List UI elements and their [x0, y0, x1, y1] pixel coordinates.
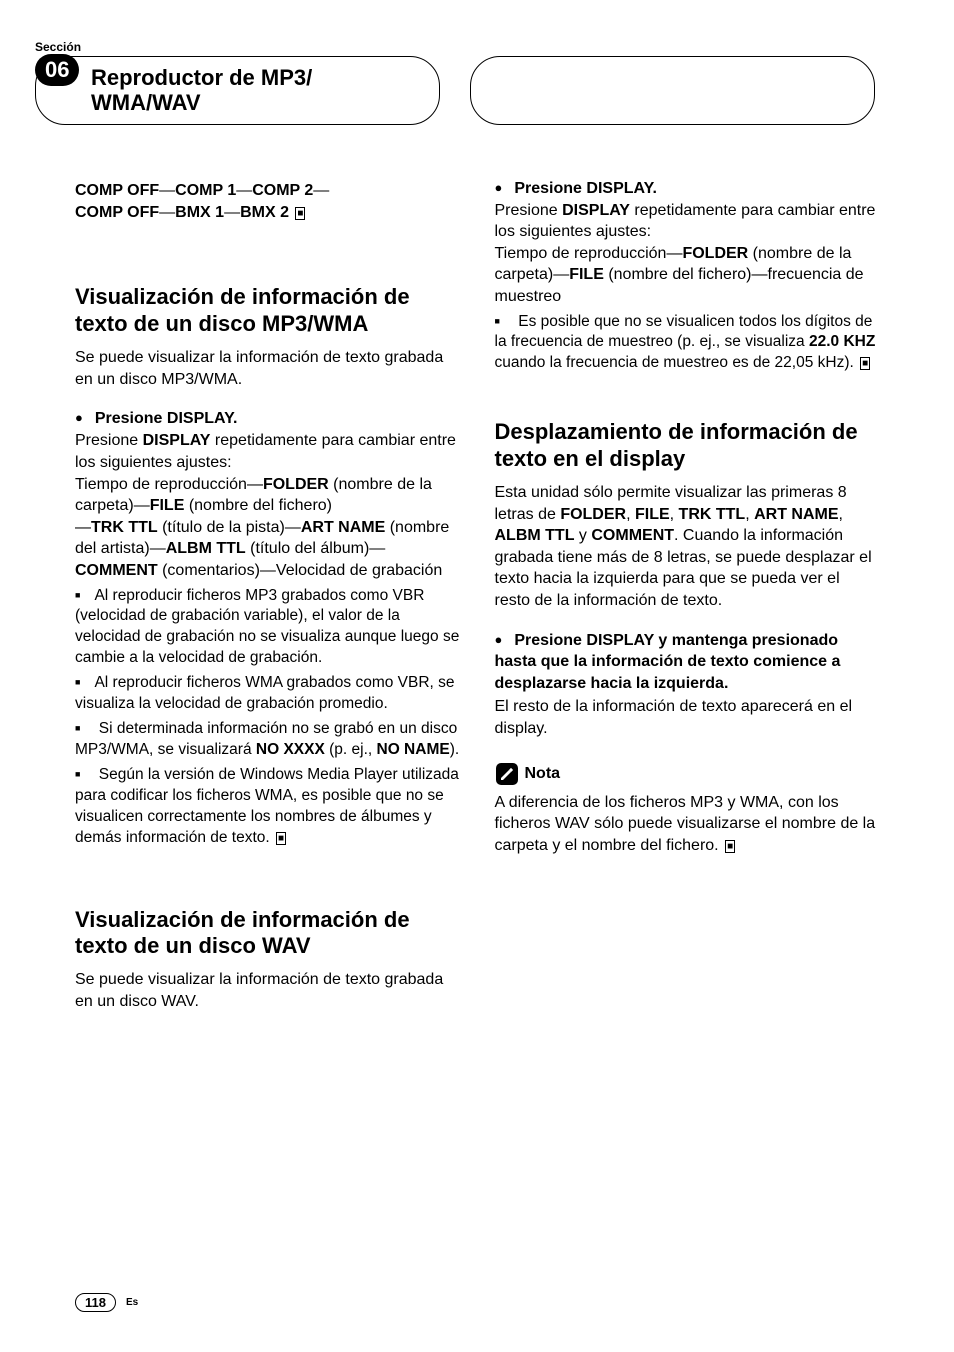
note-vbr-wma: Al reproducir ficheros WMA grabados como…: [75, 673, 460, 715]
comp-off-2: COMP OFF: [75, 204, 159, 221]
language-code: Es: [126, 1297, 138, 1308]
title-pill: 06 Reproductor de MP3/WMA/WAV: [35, 56, 440, 125]
scroll-after: El resto de la información de texto apar…: [495, 696, 880, 739]
footer: 118 Es: [75, 1293, 138, 1312]
heading-mp3-wma: Visualización de información de texto de…: [75, 284, 460, 337]
note-header: Nota: [495, 762, 561, 786]
scroll-step: Presione DISPLAY y mantenga presionado h…: [495, 630, 880, 695]
display-sequence: Tiempo de reproducción—FOLDER (nombre de…: [75, 474, 460, 582]
note-vbr-mp3: Al reproducir ficheros MP3 grabados como…: [75, 586, 460, 670]
section-label: Sección: [35, 40, 879, 54]
page-title: Reproductor de MP3/WMA/WAV: [91, 65, 312, 116]
end-marker-icon: ■: [860, 357, 870, 370]
end-marker-icon: ■: [725, 840, 735, 853]
intro-wav: Se puede visualizar la información de te…: [75, 969, 460, 1012]
note-label: Nota: [525, 765, 561, 783]
note-block: Nota A diferencia de los ficheros MP3 y …: [495, 762, 880, 857]
bmx-1: BMX 1: [175, 204, 224, 221]
display-desc-wav: Presione DISPLAY repetidamente para camb…: [495, 200, 880, 243]
left-column: COMP OFF—COMP 1—COMP 2— COMP OFF—BMX 1—B…: [75, 180, 460, 1033]
bmx-2: BMX 2: [240, 204, 289, 221]
step-display-wav: Presione DISPLAY.: [495, 180, 880, 198]
pencil-icon: [495, 762, 519, 786]
note-text: A diferencia de los ficheros MP3 y WMA, …: [495, 792, 880, 857]
comp-1: COMP 1: [175, 182, 236, 199]
empty-pill: [470, 56, 875, 125]
display-sequence-wav: Tiempo de reproducción—FOLDER (nombre de…: [495, 243, 880, 308]
content-columns: COMP OFF—COMP 1—COMP 2— COMP OFF—BMX 1—B…: [75, 180, 879, 1033]
heading-wav: Visualización de información de texto de…: [75, 907, 460, 960]
scroll-intro: Esta unidad sólo permite visualizar las …: [495, 482, 880, 612]
comp-off-1: COMP OFF: [75, 182, 159, 199]
header-row: 06 Reproductor de MP3/WMA/WAV: [35, 56, 879, 125]
section-number-badge: 06: [35, 54, 79, 86]
note-wmp: Según la versión de Windows Media Player…: [75, 765, 460, 849]
note-khz: Es posible que no se visualicen todos lo…: [495, 312, 880, 375]
comp-sequence: COMP OFF—COMP 1—COMP 2— COMP OFF—BMX 1—B…: [75, 180, 460, 225]
note-noxxxx: Si determinada información no se grabó e…: [75, 719, 460, 761]
intro-mp3: Se puede visualizar la información de te…: [75, 347, 460, 390]
page-number: 118: [75, 1293, 116, 1312]
comp-2: COMP 2: [252, 182, 313, 199]
display-desc-1: Presione DISPLAY repetidamente para camb…: [75, 430, 460, 473]
step-display: Presione DISPLAY.: [75, 410, 460, 428]
end-marker-icon: ■: [295, 207, 305, 220]
right-column: Presione DISPLAY. Presione DISPLAY repet…: [495, 180, 880, 1033]
heading-scroll: Desplazamiento de información de texto e…: [495, 419, 880, 472]
end-marker-icon: ■: [276, 832, 286, 845]
